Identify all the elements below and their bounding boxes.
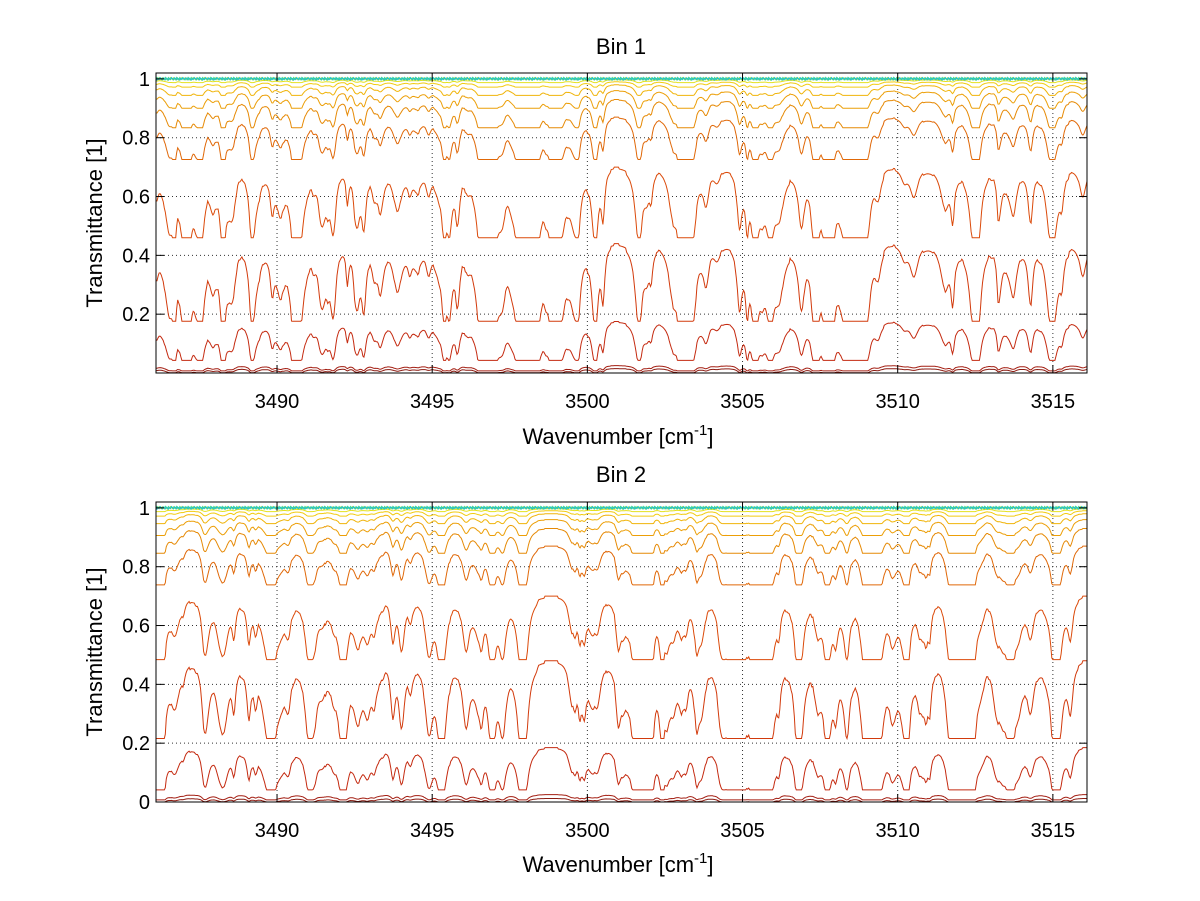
x-tick-label: 3510 — [875, 820, 920, 842]
series-line — [156, 794, 1087, 801]
y-tick-label: 0.4 — [122, 674, 150, 696]
ticks-bin-2: 3490 3495 3500 3505 3510 3515 0 0.2 0.4 0.6 0.8 1 — [122, 498, 1087, 842]
x-tick-label: 3505 — [720, 391, 765, 413]
series-line — [155, 84, 1088, 96]
series-line — [156, 747, 1087, 791]
x-axis-label-sup: -1 — [694, 422, 707, 439]
x-tick-label: 3515 — [1031, 391, 1076, 413]
series-line — [156, 660, 1087, 741]
subplot-bin-1: 3490 3495 3500 3505 3510 3515 0.2 0.4 0.6 0.8 1 Bi… — [82, 34, 1088, 449]
y-tick-label: 0.8 — [122, 128, 150, 150]
chart-title-bin-1: Bin 1 — [596, 34, 646, 59]
series-line — [156, 90, 1088, 109]
axes-box-bin-2 — [155, 501, 1088, 803]
series-line — [155, 321, 1088, 362]
y-axis-label-bin-1: Transmittance [1] — [82, 138, 107, 307]
series-line — [156, 508, 1087, 513]
x-tick-label: 3495 — [410, 820, 455, 842]
subplot-bin-2: 3490 3495 3500 3505 3510 3515 0 0.2 0.4 0.6 0.8 1 B… — [82, 462, 1088, 877]
x-tick-label: 3500 — [565, 820, 610, 842]
x-axis-label-end: ] — [707, 852, 713, 877]
series-line — [156, 81, 1088, 88]
x-tick-label: 3490 — [255, 820, 300, 842]
series-line — [155, 116, 1088, 161]
series-group-bin-1 — [155, 76, 1088, 374]
series-line — [156, 99, 1088, 129]
series-line — [155, 166, 1088, 240]
series-line — [155, 505, 1088, 511]
x-tick-label: 3495 — [410, 391, 455, 413]
y-tick-label: 1 — [139, 498, 150, 520]
y-tick-label: 0.6 — [122, 187, 150, 209]
y-tick-label: 0.6 — [122, 616, 150, 638]
x-axis-label-bin-1: Wavenumber [cm-1] — [522, 422, 713, 449]
y-tick-label: 1 — [139, 69, 150, 91]
series-line — [155, 76, 1088, 82]
x-axis-label-sup: -1 — [694, 850, 707, 867]
series-line — [156, 510, 1087, 517]
x-axis-label-end: ] — [707, 424, 713, 449]
series-line — [156, 365, 1088, 372]
series-line — [155, 243, 1088, 322]
y-axis-label-bin-2: Transmittance [1] — [82, 567, 107, 736]
y-tick-label: 0.4 — [122, 245, 150, 267]
axes-box-bin-1 — [155, 72, 1088, 374]
x-tick-label: 3500 — [565, 391, 610, 413]
series-line — [156, 528, 1087, 554]
y-tick-label: 0.2 — [122, 304, 150, 326]
x-axis-label-main: Wavenumber [cm — [522, 852, 694, 877]
y-tick-label: 0 — [139, 792, 150, 814]
y-tick-label: 0.8 — [122, 557, 150, 579]
series-line — [156, 519, 1087, 537]
series-line — [156, 368, 1088, 374]
series-line — [156, 545, 1087, 586]
x-axis-label-bin-2: Wavenumber [cm-1] — [522, 850, 713, 877]
x-tick-label: 3510 — [875, 391, 920, 413]
y-tick-label: 0.2 — [122, 733, 150, 755]
series-line — [156, 513, 1087, 525]
ticks-bin-1: 3490 3495 3500 3505 3510 3515 0.2 0.4 0.6 0.8 1 — [122, 69, 1087, 413]
x-tick-label: 3515 — [1031, 820, 1076, 842]
chart-title-bin-2: Bin 2 — [596, 462, 646, 487]
series-line — [156, 595, 1087, 661]
x-axis-label-main: Wavenumber [cm — [522, 424, 694, 449]
x-tick-label: 3505 — [720, 820, 765, 842]
x-tick-label: 3490 — [255, 391, 300, 413]
